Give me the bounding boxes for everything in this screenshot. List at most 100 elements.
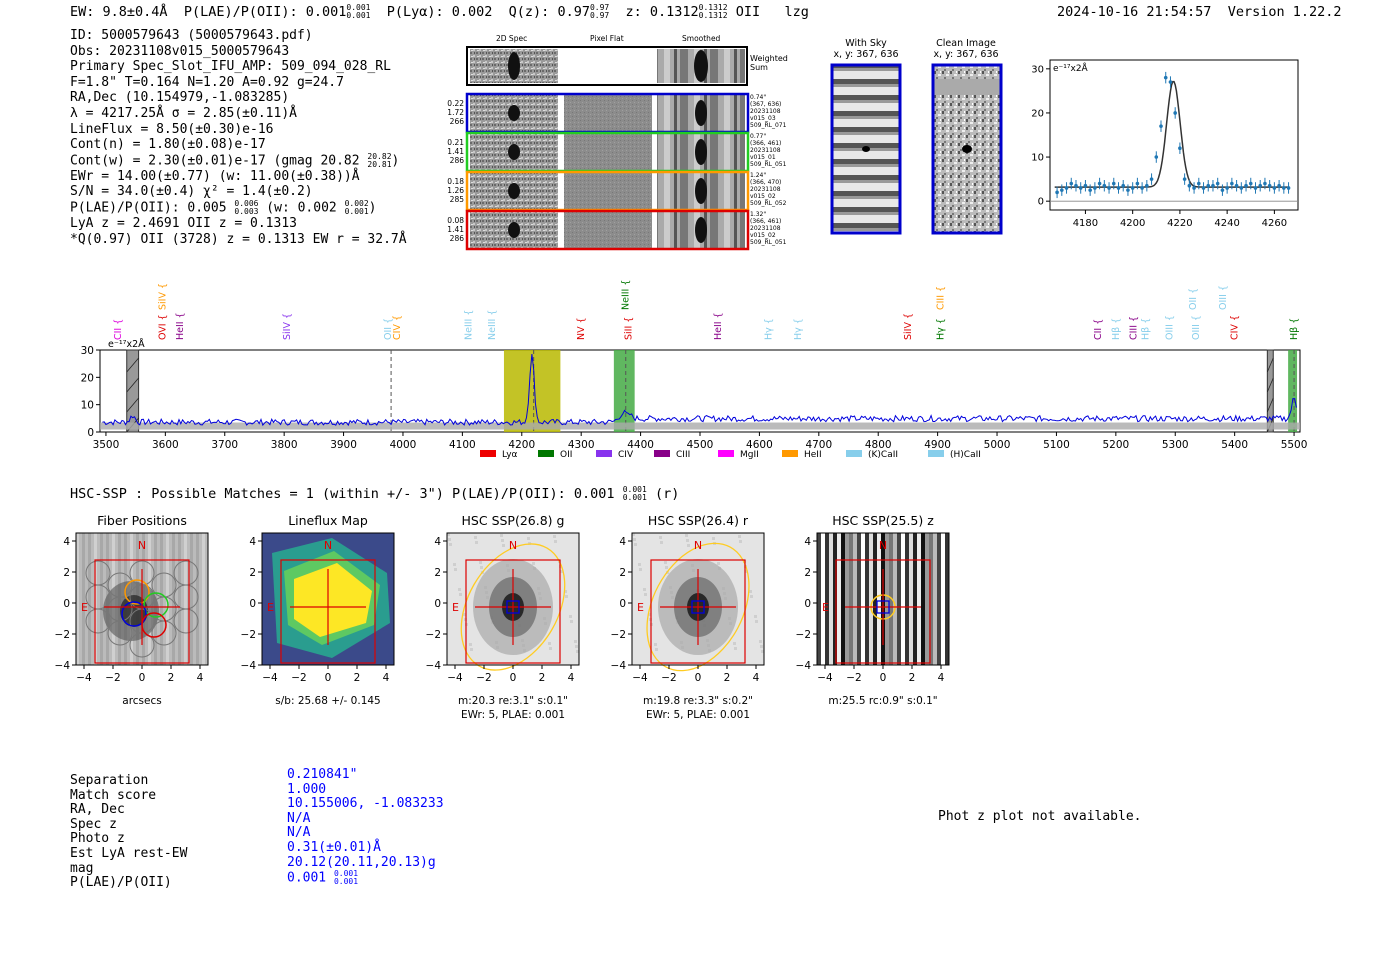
y-tick-label: 10	[81, 400, 94, 412]
y-tick-label: 20	[81, 372, 94, 384]
line-id-label: CIV {	[392, 315, 403, 340]
wavelength: λ = 4217.25Å σ = 2.85(±0.11)Å	[70, 105, 297, 121]
primary-amp: Primary Spec_Slot_IFU_AMP: 509_094_028_R…	[70, 59, 391, 75]
lineflux: LineFlux = 8.50(±0.30)e-16	[70, 121, 274, 137]
legend-swatch	[782, 450, 798, 457]
plya-value: P(Lyα): 0.002	[386, 4, 493, 20]
z-line: OII	[735, 4, 761, 20]
hsc-panel-caption2: EWr: 5, PLAE: 0.001	[460, 709, 566, 721]
x-tick-label: −4	[76, 672, 92, 684]
cutout-frame	[465, 209, 750, 251]
data-point	[1178, 146, 1182, 151]
hsc-panel-title: HSC SSP(25.5) z	[832, 513, 934, 528]
y-tick-label: 0	[63, 598, 70, 610]
match-value: 20.12(20.11,20.13)g	[287, 854, 436, 870]
fiber-circle	[173, 608, 199, 634]
x-tick-label: 2	[539, 672, 546, 684]
plae-frac: 0.001 0.001	[346, 3, 371, 20]
legend-swatch	[718, 450, 734, 457]
legend-item: CIII	[654, 450, 690, 460]
fiber-box	[506, 600, 520, 614]
x-tick-label: 4	[197, 672, 204, 684]
ew-rest: EWr = 14.00(±0.77) (w: 11.00(±0.38))Å	[70, 168, 360, 184]
data-point	[1286, 186, 1291, 190]
x-tick-label: 4400	[627, 439, 654, 451]
timestamp-version: 2024-10-16 21:54:57 Version 1.22.2	[1057, 4, 1342, 20]
legend-label: Lyα	[502, 450, 518, 460]
hsc-panel-title: Fiber Positions	[97, 513, 187, 528]
data-point	[1130, 186, 1135, 190]
match-value: 0.001 0.001 0.001	[287, 869, 359, 887]
data-point	[1163, 75, 1168, 80]
line-id-label: HeII {	[713, 312, 724, 340]
fiber-highlight	[124, 579, 150, 605]
match-label: P(LAE)/P(OII)	[70, 875, 172, 891]
zoom-axes-frame	[1049, 59, 1299, 211]
hsc-panel-caption: m:20.3 re:3.1" s:0.1"	[458, 695, 568, 707]
plae-frac: 0.001 0.001	[333, 869, 359, 887]
line-id-label: SiIV {	[282, 313, 293, 340]
spectrum-line	[102, 354, 1297, 427]
cutout-left-label: 0.18 1.26 285	[447, 177, 464, 204]
match-value: N/A	[287, 810, 311, 826]
data-point	[1225, 186, 1229, 190]
legend-swatch	[654, 450, 670, 457]
legend-label: CIV	[618, 450, 634, 460]
y-tick-label: 4	[804, 536, 811, 548]
fiber-circle	[85, 560, 111, 586]
zoom-fit-chart: 0 10 20 30 4180 4200 4220 4240 4260 e⁻¹⁷x2Å	[1031, 59, 1299, 229]
line-id-label: NeIII {	[463, 310, 474, 340]
hsc-panel-4: N E 4 2 0 −2 −4 −4 −2 0 2 4	[611, 532, 765, 684]
aperture-ellipse	[460, 543, 566, 671]
fiber-circle	[151, 620, 177, 646]
sky-images	[830, 63, 1003, 235]
spectrum-ylabel: e⁻¹⁷x2Å	[108, 338, 145, 350]
x-tick-label: 2	[354, 672, 361, 684]
x-tick-label: 4500	[687, 439, 714, 451]
east-label: E	[822, 601, 829, 614]
x-tick-label: 4200	[508, 439, 535, 451]
legend-swatch	[846, 450, 862, 457]
x-tick-label: 2	[909, 672, 916, 684]
data-point	[1244, 183, 1248, 188]
x-tick-label: 3700	[211, 439, 238, 451]
version: Version 1.22.2	[1227, 4, 1342, 20]
north-label: N	[509, 539, 517, 552]
line-region	[1288, 350, 1298, 432]
photz-note: Phot z plot not available.	[938, 809, 1142, 824]
data-point	[1069, 181, 1074, 186]
fiber-highlight	[143, 592, 169, 618]
y-tick-label: −4	[55, 660, 71, 672]
z-value: z: 0.1312	[625, 4, 699, 20]
y-tick-label: 0	[804, 598, 811, 610]
match-label: Spec z	[70, 816, 117, 832]
x-tick-label: 2	[168, 672, 175, 684]
line-id-label: CII {	[113, 319, 124, 340]
line-id-label: OIII {	[1164, 315, 1175, 340]
match-value: 10.155006, -1.083233	[287, 796, 444, 812]
hsc-title: HSC-SSP : Possible Matches = 1 (within +…	[70, 485, 680, 503]
qz-value: Q(z): 0.97	[508, 4, 590, 20]
fiber-box	[691, 600, 705, 614]
x-tick-label: 4100	[449, 439, 476, 451]
y-tick-label: −2	[611, 629, 626, 641]
legend-item: CIV	[596, 450, 634, 460]
legend-item: (H)CaII	[928, 450, 981, 460]
signal-noise: S/N = 34.0(±0.4) χ² = 1.4(±0.2)	[70, 184, 313, 200]
legend-item: OII	[538, 450, 572, 460]
y-tick-label: −2	[796, 629, 811, 641]
cutout-right-label: 0.74" (367, 636) 20231108 v015_03 509_RL_071	[750, 94, 787, 129]
data-point	[1088, 188, 1092, 192]
hatch-line	[1266, 377, 1274, 393]
data-point	[1263, 181, 1267, 186]
data-point	[1064, 186, 1069, 190]
data-point	[1192, 186, 1196, 190]
hsc-panel-title: HSC SSP(26.4) r	[647, 513, 749, 528]
data-point	[1126, 188, 1130, 192]
data-point	[1078, 186, 1083, 190]
data-point	[1239, 186, 1244, 190]
data-point	[1111, 181, 1116, 186]
cutout-right-label: 0.77" (366, 461) 20231108 v015_01 509_RL_051	[750, 133, 787, 168]
data-point	[1074, 183, 1078, 188]
line-id-label: OII {	[383, 318, 394, 340]
